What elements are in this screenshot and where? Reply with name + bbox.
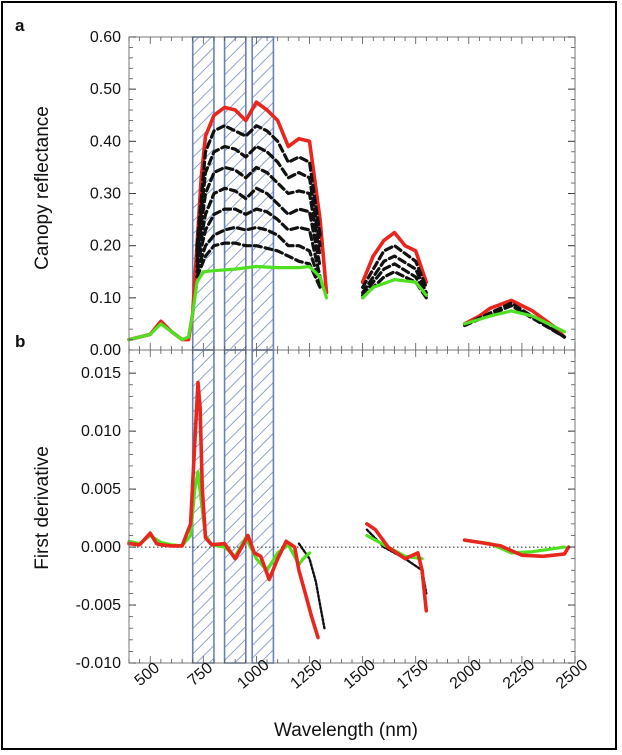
- panel-b-series-1-segment-1: [297, 542, 326, 630]
- panel-a-y-tick-label: 0.10: [90, 290, 121, 307]
- panel-a-y-tick-label: 0.30: [90, 186, 121, 203]
- panel-a-y-tick-label: 0.00: [90, 342, 121, 359]
- panel-a-series-5-segment-1: [195, 186, 322, 269]
- x-tick-label: 750: [185, 659, 216, 689]
- panel-a-series-9-segment-1: [127, 264, 329, 342]
- panel-a-series-2-segment-2: [361, 244, 428, 289]
- panel-a-series-8-segment-1: [195, 241, 322, 289]
- x-axis-title: Wavelength (nm): [274, 720, 418, 741]
- panel-a-series-9-segment-2: [361, 278, 428, 300]
- panel-a-y-tick-label: 0.40: [90, 133, 121, 150]
- panel-b-series-2-segment-1: [127, 470, 312, 572]
- panel-a-highlight-band-3: [251, 36, 275, 351]
- panel-a-series-3-segment-1: [195, 144, 322, 253]
- panel-b-highlight-band-2: [223, 349, 247, 664]
- panel-a-series-3-segment-2: [361, 254, 428, 295]
- panel-a-y-tick-label: 0.20: [90, 238, 121, 255]
- panel-a-y-axis-title: Canopy reflectance: [32, 106, 53, 270]
- panel-a-reflectance: 0.00 0.10 0.20 0.30 0.40 0.50 0.60: [90, 29, 576, 359]
- panel-a-series-2-segment-1: [195, 124, 322, 248]
- panel-a-series-7-segment-1: [195, 225, 322, 284]
- panel-b-y-axis-title: First derivative: [32, 446, 53, 570]
- panel-b-y-tick-label: 0.005: [81, 481, 121, 498]
- panel-a-series-6-segment-1: [195, 207, 322, 279]
- panel-b-y-tick-label: 0.000: [81, 539, 121, 556]
- panel-b-y-tick-label: 0.015: [81, 365, 121, 382]
- panel-b-series-3-segment-3: [462, 538, 571, 559]
- panel-a-series-1-segment-2: [360, 230, 429, 285]
- panel-a-y-tick-label: 0.50: [90, 81, 121, 98]
- panel-b-y-tick-label: -0.005: [76, 597, 121, 614]
- panel-b-highlight-band-3: [251, 349, 275, 664]
- figure-svg: 0.00 0.10 0.20 0.30 0.40 0.50 0.60 -0.010 -0.00…: [15, 16, 591, 741]
- panel-a-letter: a: [15, 16, 25, 35]
- panel-a-series-4-segment-1: [195, 165, 322, 258]
- panel-a-highlight-band-2: [223, 36, 247, 351]
- panel-b-series-3-segment-1: [127, 380, 320, 640]
- x-tick-label: 2500: [553, 657, 591, 693]
- panel-a-y-tick-label: 0.60: [90, 29, 121, 46]
- panel-b-series-3-segment-2: [365, 522, 429, 613]
- panel-a-series-9-segment-3: [463, 309, 567, 334]
- x-tick-label: 500: [132, 659, 163, 689]
- panel-b-letter: b: [15, 332, 25, 351]
- panel-b-y-tick-label: 0.010: [81, 423, 121, 440]
- panel-b-y-tick-label: -0.010: [76, 655, 121, 672]
- panel-a-series-4-segment-2: [361, 262, 428, 297]
